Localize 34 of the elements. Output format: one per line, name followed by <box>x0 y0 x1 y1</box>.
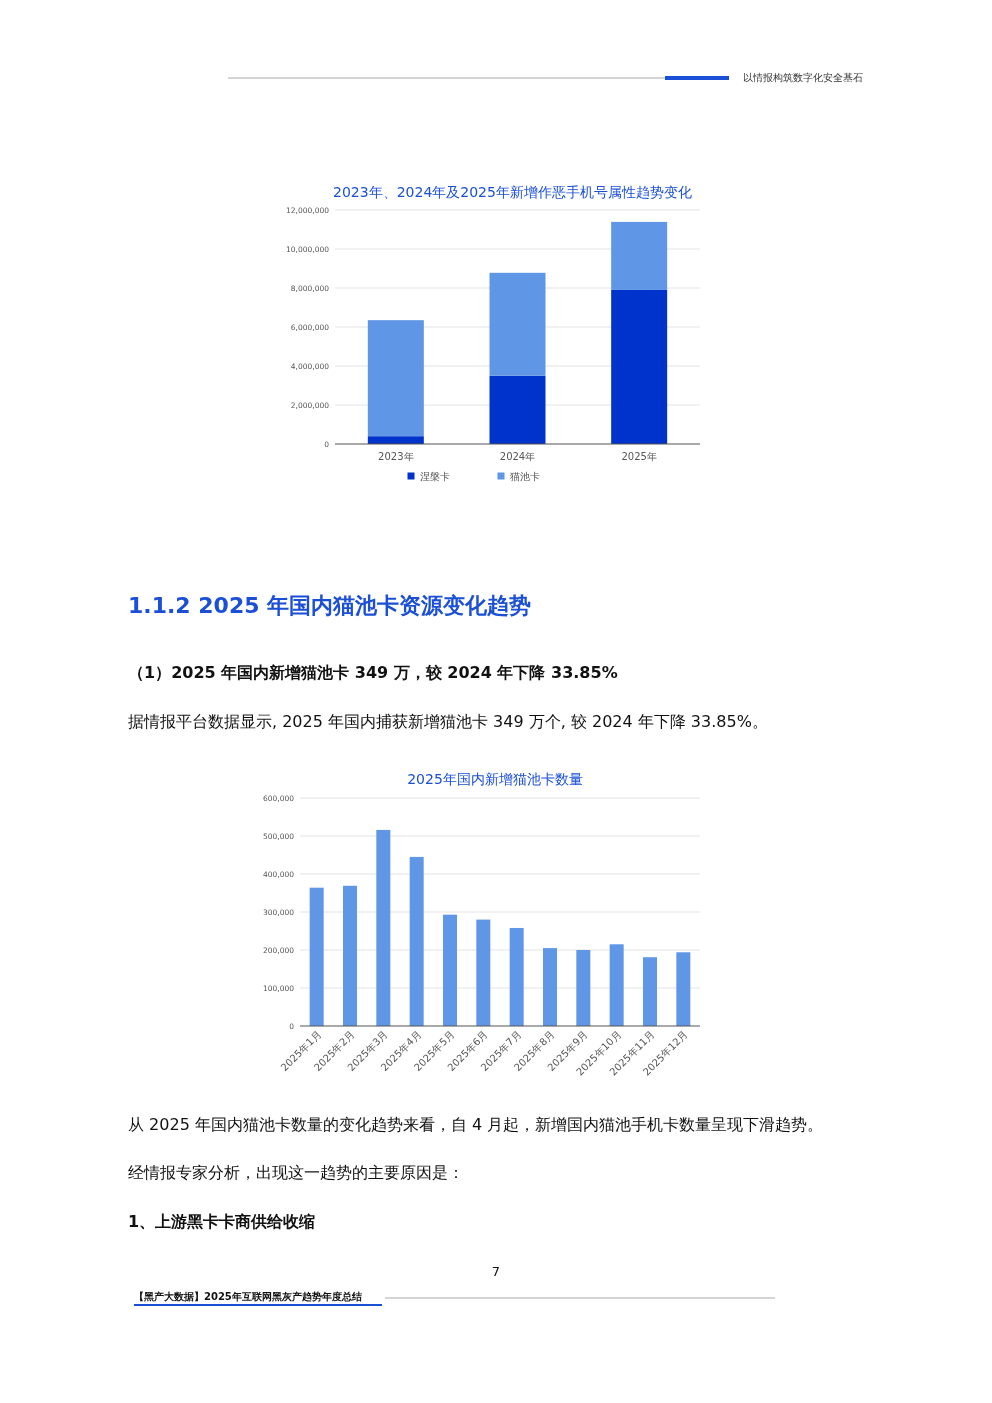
bar <box>676 952 691 1026</box>
bar <box>609 944 624 1026</box>
bar <box>611 221 668 290</box>
bar <box>611 289 668 444</box>
bar <box>489 272 546 376</box>
bar <box>476 919 491 1026</box>
text: （1）2025 年国内新增猫池卡 349 万，较 2024 年下降 33.85% <box>128 663 618 682</box>
bar <box>376 829 391 1026</box>
text: 1.1.2 2025 年国内猫池卡资源变化趋势 <box>128 593 532 618</box>
text: 从 2025 年国内猫池卡数量的变化趋势来看，自 4 月起，新增国内猫池手机卡数量呈现下滑趋势。 <box>128 1115 824 1134</box>
x-tick-label: 2024年 <box>499 451 536 462</box>
bar <box>509 927 524 1026</box>
text: 经情报专家分析，出现这一趋势的主要原因是： <box>128 1163 464 1182</box>
text: 1、上游黑卡卡商供给收缩 <box>128 1212 316 1231</box>
bar <box>343 885 357 1026</box>
bar <box>409 856 424 1026</box>
x-tick-label: 2023年 <box>378 451 414 462</box>
bar <box>489 375 546 444</box>
text: 以情报构筑数字化安全基石 <box>743 72 863 83</box>
x-tick-label: 2025年 <box>621 451 657 462</box>
legend-label: 猫池卡 <box>509 470 540 482</box>
chart-title: 2023年、2024年及2025年新增作恶手机号属性趋势变化 <box>333 184 692 200</box>
bar <box>309 887 324 1026</box>
legend-label: 涅槃卡 <box>419 470 450 482</box>
bar <box>367 320 424 437</box>
bar <box>643 957 657 1026</box>
bar <box>443 914 457 1026</box>
text: 7 <box>491 1264 501 1279</box>
text: 【黑产大数据】2025年互联网黑灰产趋势年度总结 <box>134 1291 362 1302</box>
text: 据情报平台数据显示, 2025 年国内捕获新增猫池卡 349 万个, 较 2024 年下降 33.85%。 <box>128 712 768 731</box>
bar <box>576 950 591 1026</box>
bar <box>543 948 557 1026</box>
bar <box>367 436 424 444</box>
chart-title: 2025年国内新增猫池卡数量 <box>407 771 583 787</box>
